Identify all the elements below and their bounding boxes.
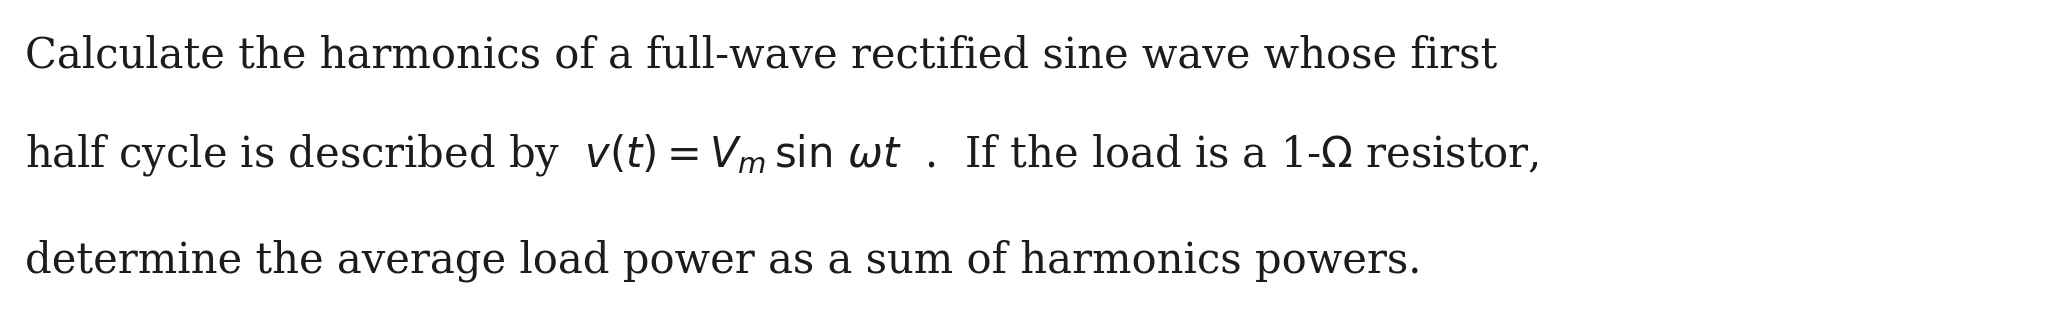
Text: Calculate the harmonics of a full-wave rectified sine wave whose first: Calculate the harmonics of a full-wave r… xyxy=(25,35,1497,77)
Text: half cycle is described by  $v(t) = V_{m}\,\sin\,\omega t$  .  If the load is a : half cycle is described by $v(t) = V_{m}… xyxy=(25,132,1538,178)
Text: determine the average load power as a sum of harmonics powers.: determine the average load power as a su… xyxy=(25,239,1421,282)
